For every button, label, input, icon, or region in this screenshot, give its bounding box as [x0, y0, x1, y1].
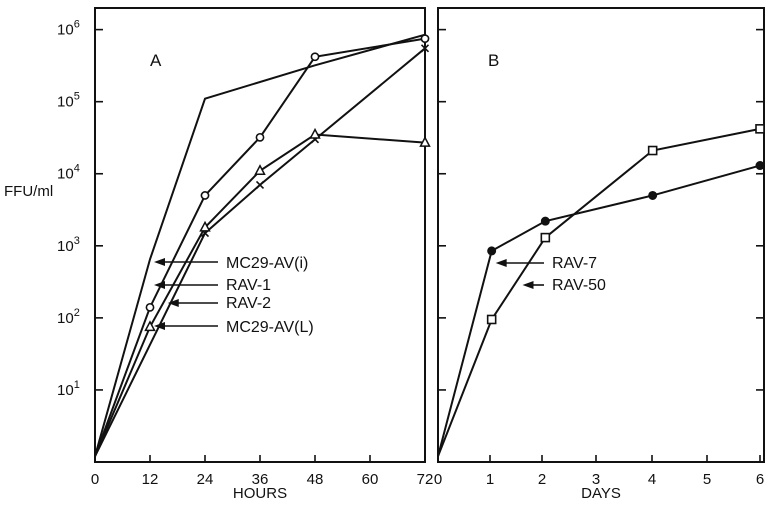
panel-a-series-rav-1-marker	[310, 52, 320, 62]
panel-b-xtick-label: 6	[756, 471, 764, 488]
panel-b-series-rav-7-label-arrowhead	[495, 259, 507, 267]
panel-a-series-rav-2-line	[94, 47, 426, 457]
panel-a-xtick-label: 36	[252, 471, 269, 488]
panel-a-x-axis-title: HOURS	[233, 485, 287, 500]
panel-a-series-mc29-av-l-line	[94, 133, 426, 457]
panel-a-ytick-label: 103	[57, 235, 80, 255]
panel-a-ytick-label: 104	[57, 163, 80, 183]
panel-a-xtick-label: 24	[197, 471, 214, 488]
panel-b-xtick-label: 2	[538, 471, 546, 488]
panel-a-series-rav-1-label: RAV-1	[226, 277, 271, 294]
panel-a-series-rav-2-marker	[255, 180, 265, 189]
panel-a-xtick-label: 48	[307, 471, 324, 488]
panel-b-xtick-label: 1	[486, 471, 494, 488]
panel-b-xtick-label: 0	[434, 471, 442, 488]
panel-a-xtick-label: 0	[91, 471, 99, 488]
panel-b-series-rav-7-label: RAV-7	[552, 255, 597, 272]
panel-a-series-mc29-av-l-marker	[144, 320, 156, 332]
panel-a-series-mc29-av-l-marker	[199, 220, 211, 232]
panel-b-series-rav-50-marker	[486, 314, 497, 325]
panel-a-series-rav-2-label-arrowhead	[167, 299, 179, 307]
panel-a-series-rav-1-line	[94, 37, 426, 457]
axes-layer	[94, 7, 765, 463]
panel-a-series-rav-2-label: RAV-2	[226, 295, 271, 312]
series-lines-layer	[94, 33, 761, 457]
panel-b-x-axis-title: DAYS	[581, 485, 621, 500]
panel-a-series-rav-1-label-arrowhead	[154, 281, 165, 289]
panel-b-series-rav-7-marker	[755, 161, 765, 171]
panel-a-series-mc29-av-i-label: MC29-AV(i)	[226, 255, 308, 272]
panel-a-xtick-label: 72	[417, 471, 434, 488]
panel-b-xtick-label: 3	[592, 471, 600, 488]
panel-b-series-rav-7-marker	[487, 246, 497, 256]
panel-a-series-rav-1-marker	[420, 34, 430, 44]
panel-b-series-rav-7-marker	[540, 216, 550, 226]
panel-a-label: A	[150, 51, 162, 70]
panel-b-series-rav-50-label: RAV-50	[552, 277, 606, 294]
labels-layer: A0 12 24 36 48 60 72101102103104105106HOURSFFU…	[4, 19, 764, 502]
panel-a-ytick-label: 101	[57, 379, 80, 399]
panel-a-ytick-label: 102	[57, 307, 80, 327]
panel-b-xtick-label: 4	[648, 471, 656, 488]
panel-a-series-rav-1-marker	[145, 302, 155, 312]
panel-b-series-rav-50-label-arrowhead	[522, 281, 534, 289]
panel-a-series-mc29-av-l-label-arrowhead	[154, 322, 165, 330]
panel-a-series-mc29-av-l-marker	[309, 127, 321, 139]
panel-b-frame	[437, 7, 765, 463]
panel-b-series-rav-7-marker	[648, 190, 658, 200]
panel-a-xtick-label: 12	[142, 471, 159, 488]
panel-b-label: B	[488, 51, 499, 70]
panel-b-series-rav-50-marker	[540, 232, 551, 243]
panel-a-series-mc29-av-l-label: MC29-AV(L)	[226, 319, 314, 336]
panel-a-y-axis-title: FFU/ml	[4, 183, 53, 200]
panel-b-series-rav-7-line	[437, 164, 761, 457]
panel-a-series-mc29-av-l-marker	[419, 136, 431, 147]
panel-a-ytick-label: 106	[57, 19, 80, 39]
panel-a-series-mc29-av-l-marker	[254, 164, 266, 176]
panel-a-series-rav-1-marker	[255, 132, 265, 142]
panel-a-series-rav-2-marker	[420, 44, 430, 53]
panel-a-series-mc29-av-i-label-arrowhead	[154, 258, 165, 266]
panel-b-series-rav-50-marker	[647, 145, 658, 156]
markers-layer	[144, 34, 765, 332]
panel-b-xtick-label: 5	[703, 471, 711, 488]
panel-a-series-mc29-av-i-line	[94, 33, 426, 457]
panel-a-xtick-label: 60	[362, 471, 379, 488]
panel-a-ytick-label: 105	[57, 91, 80, 111]
panel-b-series-rav-50-marker	[755, 124, 765, 134]
panel-a-series-rav-1-marker	[200, 191, 210, 200]
panel-a-frame	[94, 7, 426, 463]
